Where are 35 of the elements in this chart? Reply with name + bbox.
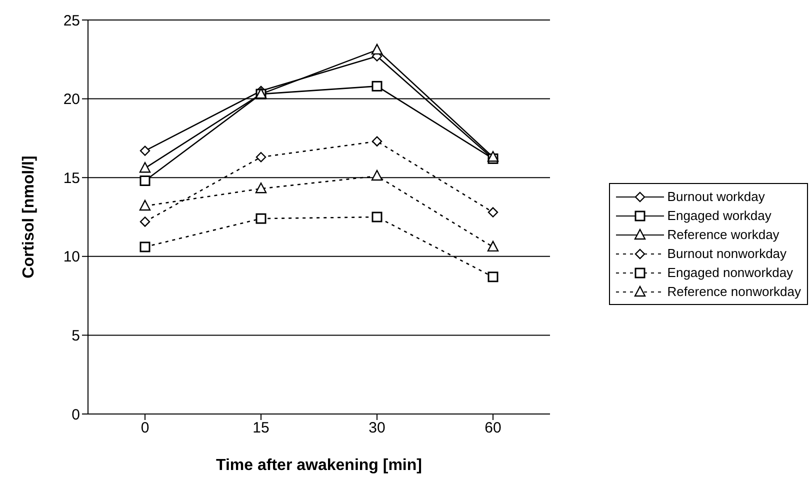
legend-label: Reference workday xyxy=(667,227,780,242)
y-tick-label: 5 xyxy=(72,328,80,345)
x-tick-label: 0 xyxy=(140,420,150,437)
point xyxy=(256,213,266,224)
x-tick-label: 60 xyxy=(484,420,502,437)
point xyxy=(139,162,151,173)
y-tick-label: 15 xyxy=(63,170,80,187)
point xyxy=(488,272,498,282)
legend-label: Burnout nonworkday xyxy=(667,246,787,261)
point xyxy=(140,146,150,156)
y-axis-title: Cortisol [nmol/l] xyxy=(20,156,38,278)
legend-label: Engaged workday xyxy=(667,208,772,223)
y-tick-label: 25 xyxy=(63,12,80,30)
point xyxy=(140,242,150,252)
point xyxy=(372,136,382,146)
point xyxy=(372,80,382,92)
y-tick-label: 0 xyxy=(72,406,80,424)
legend-label: Engaged nonworkday xyxy=(667,265,794,280)
x-axis-title: Time after awakening [min] xyxy=(216,457,422,474)
y-tick-label: 20 xyxy=(63,91,80,108)
x-tick-label: 30 xyxy=(368,420,386,437)
point xyxy=(488,207,498,218)
point xyxy=(140,176,150,186)
x-tick-label: 15 xyxy=(252,420,270,437)
y-tick-label: 10 xyxy=(63,248,80,266)
point xyxy=(140,216,150,227)
point xyxy=(256,152,266,162)
legend-label: Reference nonworkday xyxy=(667,284,801,299)
point xyxy=(371,44,383,55)
point xyxy=(255,182,267,194)
point xyxy=(487,240,499,252)
point xyxy=(372,212,382,222)
point xyxy=(139,200,151,211)
legend-label: Burnout workday xyxy=(667,189,765,204)
point xyxy=(371,170,383,181)
